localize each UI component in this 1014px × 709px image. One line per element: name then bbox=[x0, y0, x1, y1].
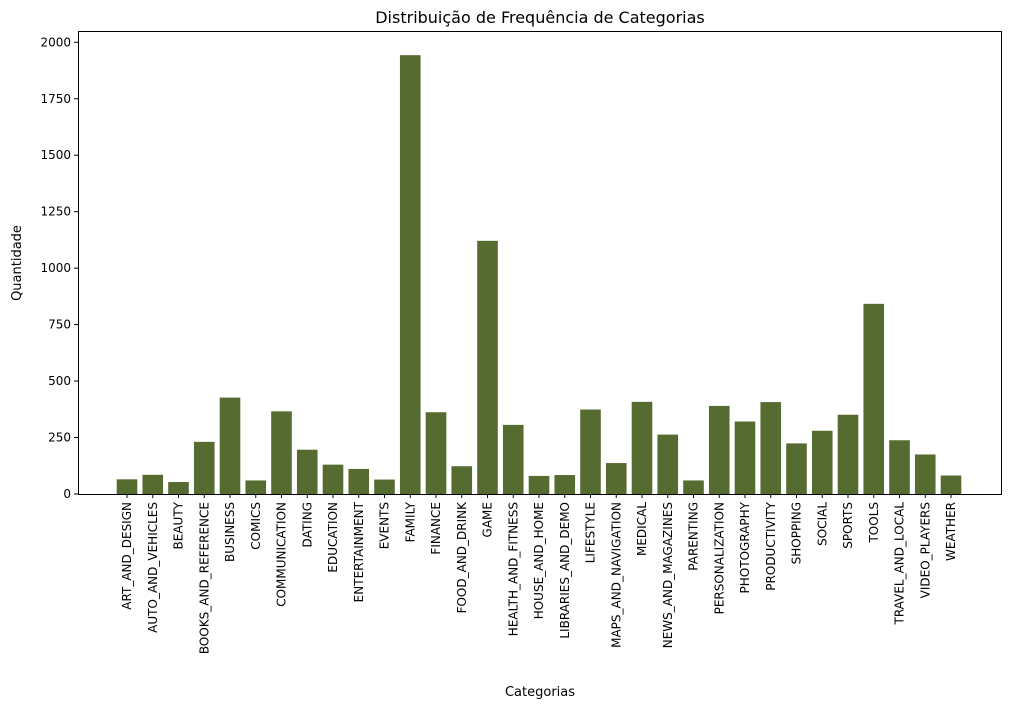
x-tick-label: SPORTS bbox=[841, 502, 855, 549]
bar-communication bbox=[271, 411, 292, 494]
x-tick-label: TRAVEL_AND_LOCAL bbox=[893, 502, 907, 626]
x-tick-label: HEALTH_AND_FITNESS bbox=[506, 502, 520, 636]
bar-maps-and-navigation bbox=[605, 463, 627, 494]
bar-productivity bbox=[760, 402, 782, 494]
bar-shopping bbox=[786, 443, 807, 494]
x-tick-label: WEATHER bbox=[944, 502, 958, 561]
bar-parenting bbox=[683, 480, 704, 494]
x-tick-label: ENTERTAINMENT bbox=[352, 501, 366, 602]
bar-travel-and-local bbox=[889, 440, 910, 494]
chart-title: Distribuição de Frequência de Categorias bbox=[375, 8, 705, 27]
x-tick-label: EVENTS bbox=[378, 502, 392, 549]
x-tick-label: PARENTING bbox=[687, 502, 701, 571]
y-tick-label: 250 bbox=[48, 431, 71, 445]
x-tick-label: FAMILY bbox=[403, 501, 417, 542]
bar-lifestyle bbox=[580, 409, 601, 494]
bar-entertainment bbox=[348, 468, 370, 494]
bar-beauty bbox=[168, 482, 189, 494]
y-tick-label: 0 bbox=[63, 487, 71, 501]
bar-sports bbox=[837, 414, 859, 494]
x-tick-label: HOUSE_AND_HOME bbox=[532, 502, 546, 619]
bar-finance bbox=[425, 412, 447, 494]
bar-tools bbox=[863, 303, 885, 494]
y-tick-label: 1750 bbox=[40, 92, 71, 106]
x-tick-label: ART_AND_DESIGN bbox=[120, 502, 134, 610]
bar-game bbox=[477, 240, 498, 494]
bar-events bbox=[374, 479, 395, 494]
bar-art-and-design bbox=[116, 479, 138, 494]
y-tick-label: 750 bbox=[48, 318, 71, 332]
bar-personalization bbox=[708, 405, 730, 494]
y-tick-label: 1250 bbox=[40, 205, 71, 219]
x-axis: ART_AND_DESIGN AUTO_AND_VEHICLES BEAUTY BOO… bbox=[120, 494, 958, 654]
x-tick-label: COMICS bbox=[249, 502, 263, 550]
y-tick-label: 1000 bbox=[40, 261, 71, 275]
x-tick-label: BUSINESS bbox=[223, 502, 237, 562]
bar-books-and-reference bbox=[193, 441, 215, 494]
x-tick-label: BOOKS_AND_REFERENCE bbox=[197, 502, 211, 654]
y-tick-label: 2000 bbox=[40, 35, 71, 49]
x-tick-label: PHOTOGRAPHY bbox=[738, 501, 752, 593]
x-tick-label: SOCIAL bbox=[815, 502, 829, 546]
bar-comics bbox=[245, 480, 267, 494]
bar-weather bbox=[940, 475, 962, 494]
x-tick-label: GAME bbox=[481, 502, 495, 537]
x-tick-label: FOOD_AND_DRINK bbox=[455, 501, 469, 614]
x-tick-label: VIDEO_PLAYERS bbox=[918, 502, 932, 598]
x-axis-label: Categorias bbox=[505, 685, 575, 700]
x-tick-label: EDUCATION bbox=[326, 502, 340, 573]
x-tick-label: PRODUCTIVITY bbox=[764, 501, 778, 590]
x-tick-label: TOOLS bbox=[867, 502, 881, 544]
bar-education bbox=[322, 464, 344, 494]
x-tick-label: AUTO_AND_VEHICLES bbox=[146, 502, 160, 633]
x-tick-label: MAPS_AND_NAVIGATION bbox=[609, 502, 623, 648]
bar-family bbox=[399, 55, 421, 495]
bar-news-and-magazines bbox=[657, 434, 679, 494]
x-tick-label: MEDICAL bbox=[635, 502, 649, 556]
bar-business bbox=[219, 397, 241, 494]
x-tick-label: LIBRARIES_AND_DEMO bbox=[558, 502, 572, 639]
x-tick-label: NEWS_AND_MAGAZINES bbox=[661, 502, 675, 648]
bar-libraries-and-demo bbox=[554, 475, 576, 494]
x-tick-label: SHOPPING bbox=[790, 502, 804, 564]
bar-video-players bbox=[914, 454, 936, 494]
x-tick-label: COMMUNICATION bbox=[275, 502, 289, 607]
y-axis-label: Quantidade bbox=[10, 225, 25, 301]
bar-photography bbox=[734, 421, 756, 494]
bar-food-and-drink bbox=[451, 466, 473, 494]
bars-group bbox=[116, 55, 962, 495]
x-tick-label: LIFESTYLE bbox=[584, 502, 598, 563]
bar-auto-and-vehicles bbox=[142, 474, 164, 494]
bar-dating bbox=[296, 449, 318, 494]
bar-medical bbox=[631, 401, 653, 494]
bar-health-and-fitness bbox=[502, 424, 524, 494]
x-tick-label: PERSONALIZATION bbox=[712, 502, 726, 614]
plot-frame bbox=[78, 31, 1002, 495]
x-tick-label: DATING bbox=[300, 502, 314, 547]
y-axis: 0 250 500 750 1000 1250 1500 1750 2000 bbox=[40, 35, 78, 501]
bar-social bbox=[811, 430, 833, 494]
x-tick-label: FINANCE bbox=[429, 502, 443, 555]
y-tick-label: 1500 bbox=[40, 148, 71, 162]
x-tick-label: BEAUTY bbox=[172, 501, 186, 549]
y-tick-label: 500 bbox=[48, 374, 71, 388]
bar-house-and-home bbox=[528, 475, 550, 494]
